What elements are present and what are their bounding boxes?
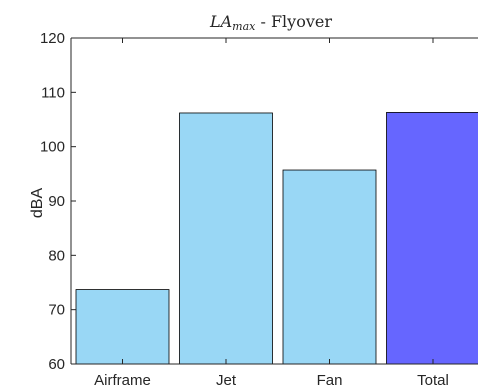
x-tick-label-fan: Fan — [317, 372, 343, 389]
y-tick-label: 60 — [48, 356, 65, 373]
y-tick-label: 100 — [40, 139, 65, 156]
bar-fan — [282, 169, 377, 365]
y-tick-label: 110 — [41, 84, 65, 101]
bar-airframe — [75, 289, 170, 365]
chart-title: LAmax - Flyover — [209, 12, 332, 33]
chart-title-rest: - Flyover — [255, 12, 332, 31]
x-tick-label-total: Total — [417, 372, 449, 389]
y-tick-label: 70 — [48, 302, 65, 319]
y-tick-label: 80 — [48, 247, 65, 264]
x-tick-label-airframe: Airframe — [94, 372, 151, 389]
x-tick-labels: Airframe Jet Fan Total — [94, 372, 449, 389]
axes-group — [70, 37, 478, 365]
y-axis-label: dBA — [29, 188, 46, 219]
x-tick-label-jet: Jet — [216, 372, 237, 389]
chart-title-subscript: max — [232, 20, 256, 33]
bar-total — [386, 112, 478, 365]
y-tick-label: 120 — [40, 30, 65, 47]
chart-title-main: LA — [209, 12, 232, 31]
bar-jet — [179, 112, 273, 365]
bars-group — [75, 112, 478, 365]
y-tick-labels: 60 70 80 90 100 110 120 — [40, 30, 65, 373]
y-tick-label: 90 — [48, 193, 65, 210]
